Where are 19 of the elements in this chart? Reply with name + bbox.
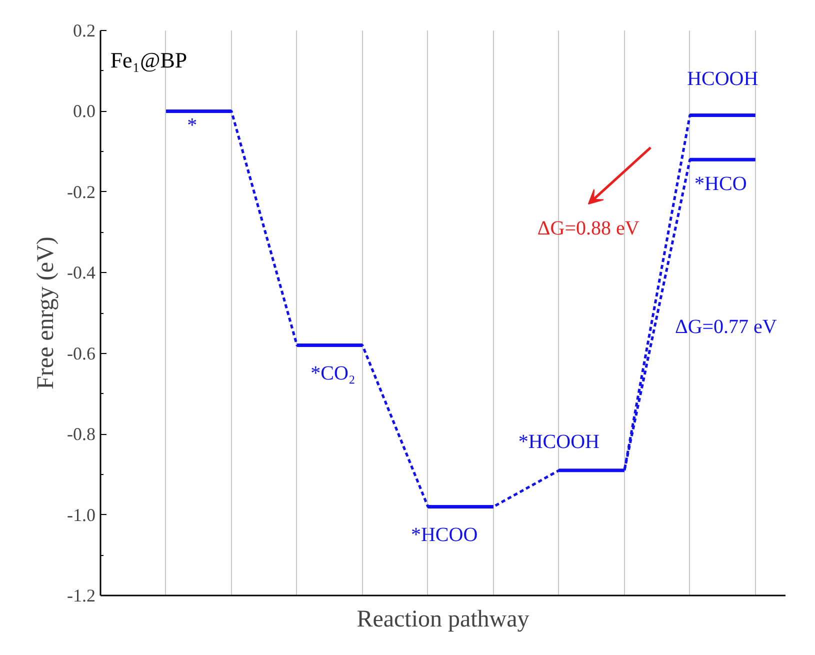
annotation: ΔG=0.77 eV — [674, 316, 778, 338]
y-tick-label: -1.0 — [67, 504, 96, 525]
y-tick-label: -1.2 — [67, 586, 96, 606]
y-tick-label: 0.2 — [73, 20, 96, 40]
x-axis-title: Reaction pathway — [356, 606, 530, 632]
y-axis-title: Free enrgy (eV) — [33, 236, 60, 390]
annotation: * — [187, 114, 198, 136]
y-tick-label: -0.2 — [67, 182, 96, 202]
annotation: ΔG=0.88 eV — [537, 217, 640, 240]
y-tick-label: -0.4 — [67, 262, 96, 283]
annotation: *HCOO — [410, 524, 478, 546]
annotation: *HCOOH — [518, 431, 600, 454]
annotation: Fe₁@BP — [110, 47, 188, 72]
annotation: *HCO — [694, 172, 747, 195]
y-tick-label: 0.0 — [73, 101, 96, 122]
y-tick-label: -0.6 — [67, 343, 96, 364]
y-tick-label: -0.8 — [67, 424, 96, 444]
annotation: HCOOH — [687, 68, 758, 90]
annotation: *CO₂ — [310, 362, 356, 385]
